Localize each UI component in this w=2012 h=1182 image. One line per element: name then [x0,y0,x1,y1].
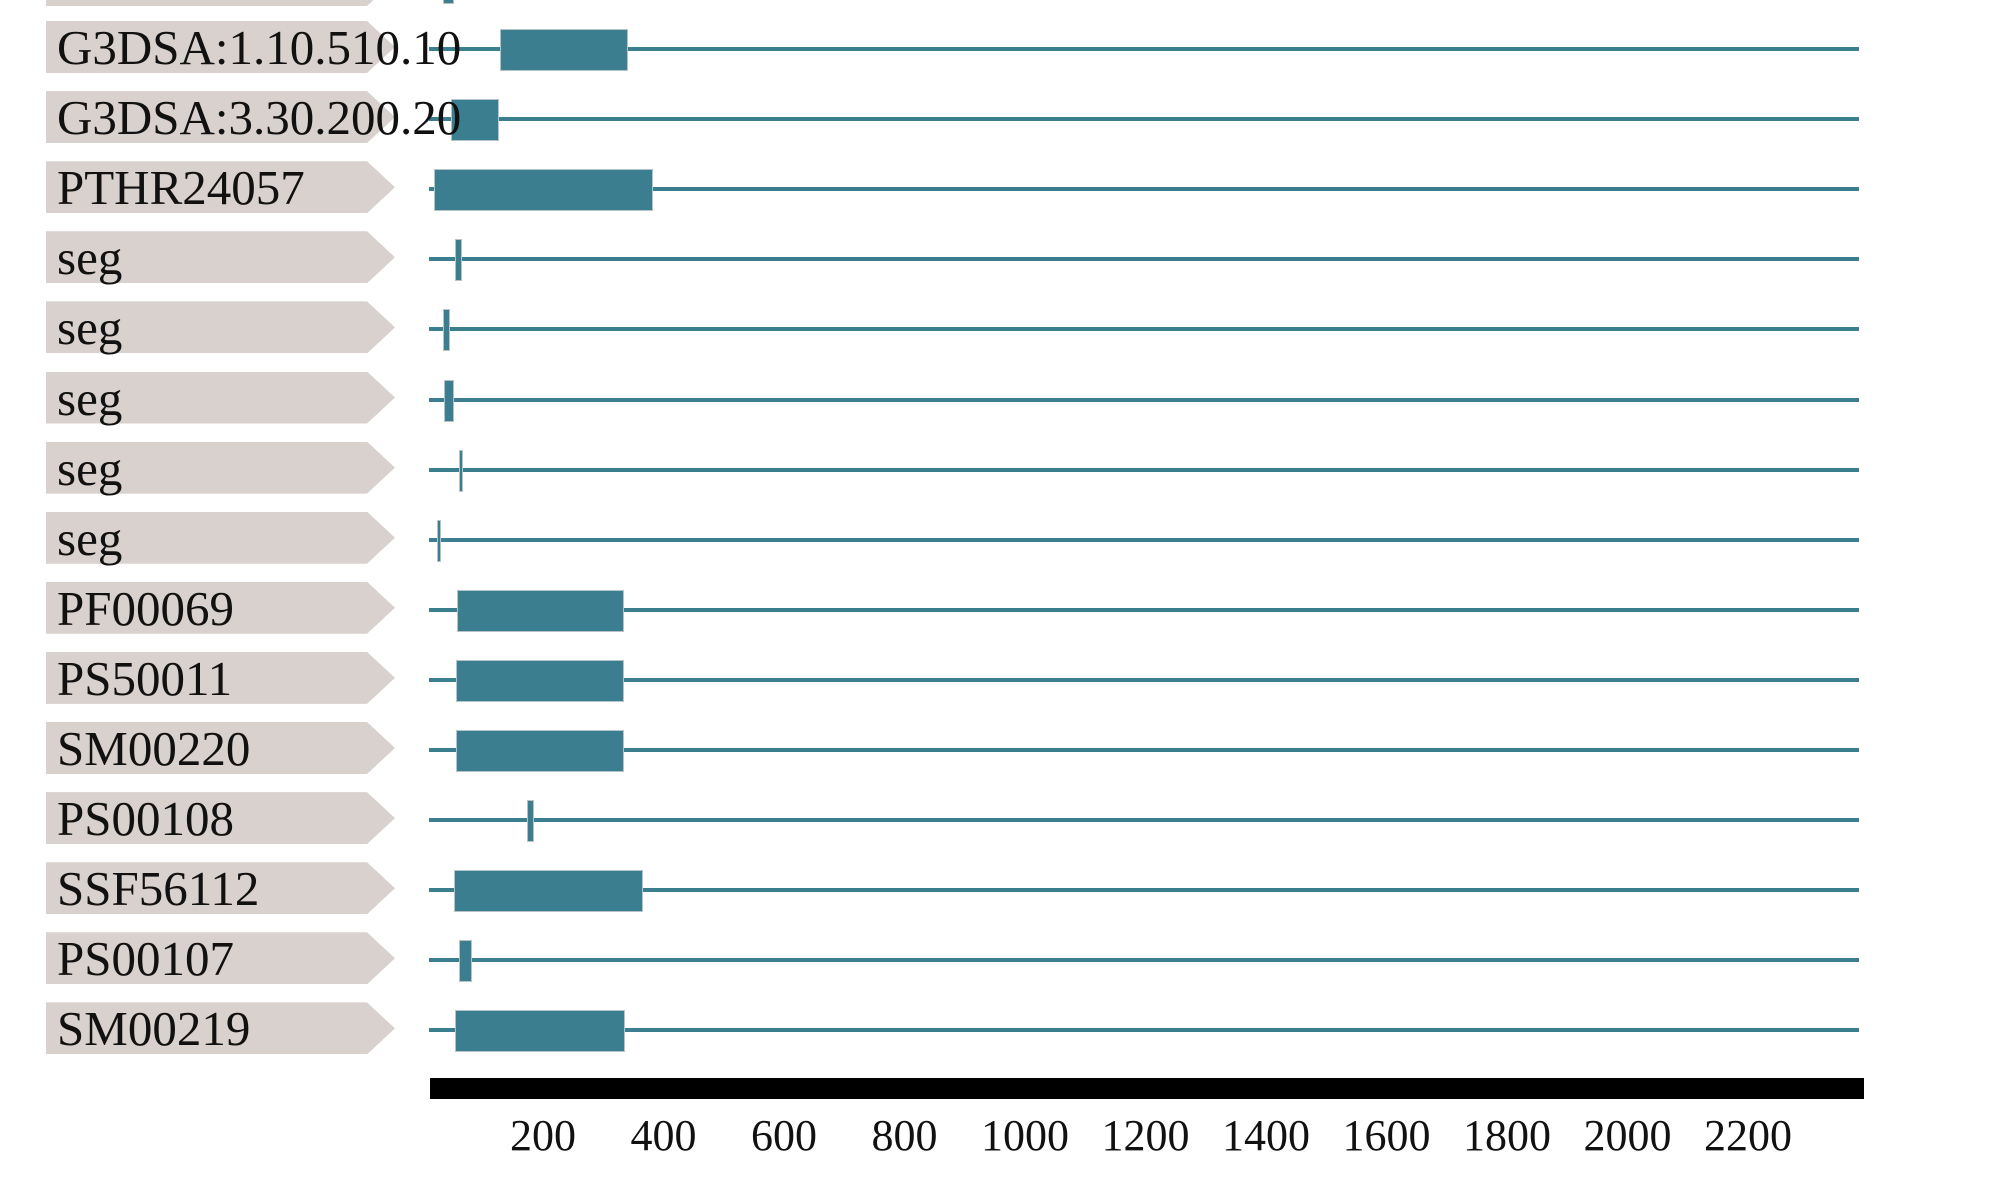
sequence-line [429,958,1859,963]
match-bar[interactable] [442,0,454,4]
track-row: seg [0,301,2012,372]
match-bar[interactable] [450,99,499,142]
track-label: seg [57,300,123,356]
track-label: seg [57,440,123,496]
sequence-line [429,467,1859,472]
track-label: SSF56112 [57,861,260,917]
sequence-line [429,818,1859,823]
sequence-line [429,1028,1859,1033]
sequence-line [429,537,1859,542]
match-bar[interactable] [459,940,472,983]
sequence-line [429,327,1859,332]
match-bar[interactable] [456,589,624,632]
axis-tick-label: 1400 [1222,1111,1310,1160]
track-label-arrow[interactable] [46,231,395,284]
track-label-arrow[interactable] [46,91,395,144]
track-label-arrow[interactable] [46,161,395,214]
track-row: PS50011 [0,650,2012,723]
axis-tick-label: 1000 [981,1111,1069,1160]
track-label-arrow[interactable] [46,301,395,354]
track-row: PF00069 [0,580,2012,653]
track-label: PTHR24057 [57,160,305,216]
track-label: seg [57,510,123,566]
match-bar[interactable] [459,449,464,492]
axis-tick-label: 1800 [1463,1111,1551,1160]
match-bar[interactable] [433,169,653,212]
match-bar[interactable] [442,309,451,352]
sequence-line [429,677,1859,682]
track-row: seg [0,370,2012,443]
track-label-arrow[interactable] [46,0,395,6]
axis-tick-label: 2000 [1583,1111,1672,1160]
axis-tick-label: 1600 [1342,1111,1431,1160]
track-label-arrow[interactable] [46,1002,395,1055]
track-label-arrow[interactable] [46,581,395,634]
track-label: seg [57,230,123,286]
track-label: SM00220 [57,721,251,776]
match-bar[interactable] [500,29,628,71]
track-label: G3DSA:1.10.510.10 [57,20,462,75]
track-label: G3DSA:3.30.200.20 [57,90,462,146]
track-label-arrow[interactable] [46,862,395,915]
track-row: PS00108 [0,792,2012,863]
track-label-arrow[interactable] [46,441,395,494]
match-bar[interactable] [444,379,454,422]
track-label: PF00069 [57,580,235,636]
sequence-line [429,257,1859,262]
match-bar[interactable] [456,659,624,702]
track-label-arrow[interactable] [46,722,395,774]
axis-tick-label: 2200 [1704,1111,1792,1160]
track-label: PS00108 [57,791,235,847]
track-row [0,0,2012,25]
axis-bar [430,1078,1864,1099]
axis-tick-label: 1200 [1101,1111,1190,1160]
track-label-arrow[interactable] [46,932,395,985]
track-row: PS00107 [0,932,2012,1003]
track-row: SM00219 [0,1002,2012,1073]
track-label-arrow[interactable] [46,792,395,845]
track-label: PS50011 [57,650,233,706]
match-bar[interactable] [455,1010,625,1053]
sequence-line [429,117,1859,122]
axis-tick-label: 200 [510,1111,576,1160]
sequence-line [429,607,1859,612]
track-row: G3DSA:1.10.510.10 [0,21,2012,92]
axis-tick-label: 400 [630,1111,697,1160]
track-row: PTHR24057 [0,161,2012,232]
track-row: SSF56112 [0,862,2012,933]
sequence-line [429,888,1859,893]
track-label-arrow[interactable] [46,371,395,424]
track-row: seg [0,510,2012,583]
track-label: seg [57,370,123,426]
track-label-arrow[interactable] [46,21,395,73]
axis-tick-label: 800 [871,1111,938,1160]
match-bar[interactable] [456,730,624,772]
match-bar[interactable] [455,239,463,282]
match-bar[interactable] [526,800,534,843]
track-label: SM00219 [57,1001,251,1057]
track-row: SM00220 [0,722,2012,793]
sequence-line [429,748,1859,752]
sequence-line [429,47,1859,51]
track-row: seg [0,231,2012,302]
sequence-line [429,187,1859,192]
track-row: seg [0,440,2012,513]
track-label-arrow[interactable] [46,511,395,564]
track-label-arrow[interactable] [46,651,395,704]
match-bar[interactable] [436,519,442,562]
axis-tick-label: 600 [751,1111,817,1160]
track-label: PS00107 [57,931,235,987]
track-row: G3DSA:3.30.200.20 [0,91,2012,162]
sequence-line [429,397,1859,402]
match-bar[interactable] [453,870,643,913]
